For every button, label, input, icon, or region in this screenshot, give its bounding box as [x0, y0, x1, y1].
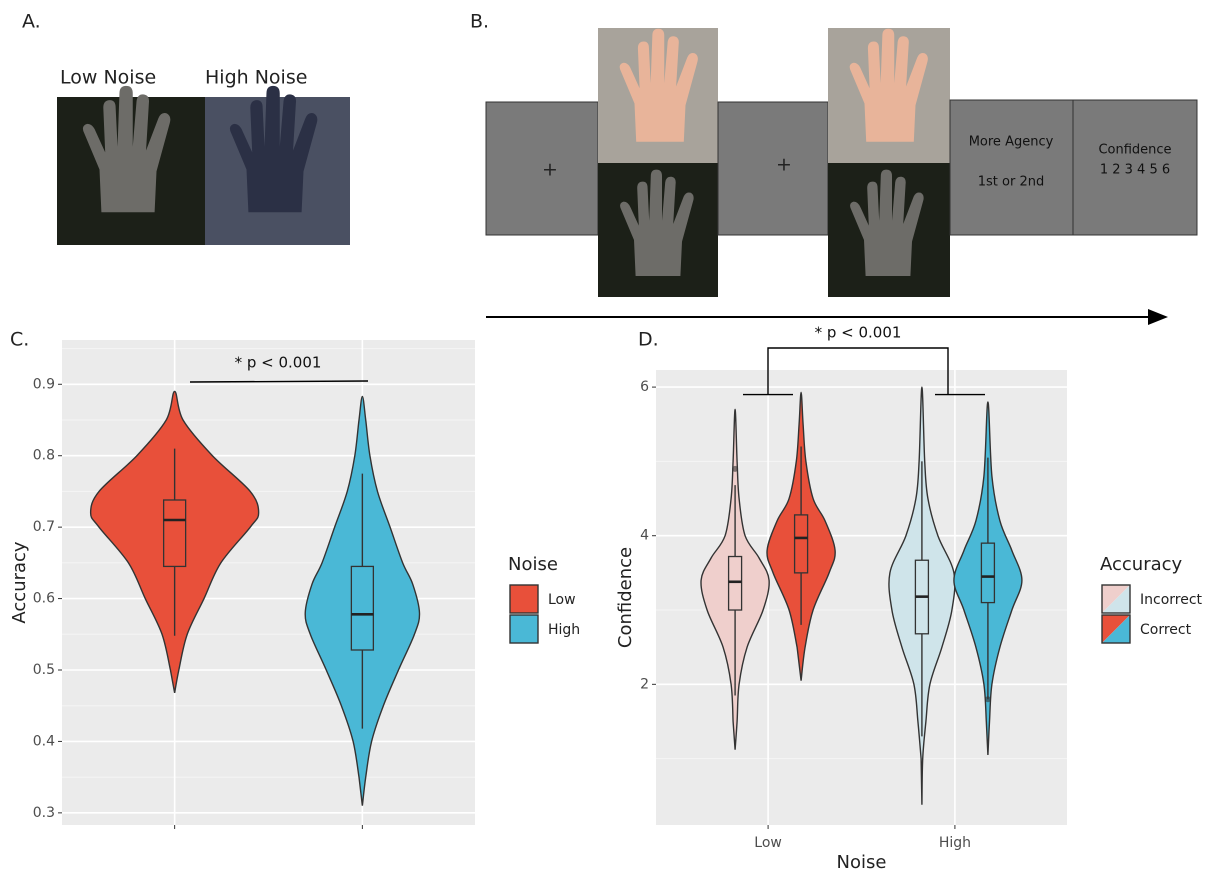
y-tick-label: 0.4 — [33, 733, 55, 749]
box — [351, 566, 373, 650]
figure: A. Low Noise High Noise B. + + More Agen… — [0, 0, 1215, 875]
arrow-head — [1148, 309, 1168, 325]
legend-label: Low — [548, 592, 576, 608]
x-tick-label: High — [939, 835, 971, 851]
box — [981, 543, 994, 602]
plot-background — [62, 340, 475, 825]
page: A. Low Noise High Noise B. + + More Agen… — [0, 0, 1215, 879]
fixation: + — [776, 154, 792, 176]
panel-label: C. — [10, 329, 29, 351]
y-tick-label: 6 — [640, 379, 649, 395]
legend-label: Incorrect — [1140, 592, 1203, 608]
image-caption: Low Noise — [60, 67, 156, 89]
box — [795, 515, 808, 573]
annotation: * p < 0.001 — [235, 354, 322, 372]
image-caption: High Noise — [205, 67, 307, 89]
fixation: + — [542, 159, 558, 181]
outlier — [985, 696, 991, 702]
confidence-title: Confidence — [1098, 143, 1171, 158]
y-tick-label: 0.8 — [33, 448, 55, 464]
box — [164, 500, 186, 566]
y-tick-label: 0.5 — [33, 662, 55, 678]
question: More Agency — [969, 135, 1054, 150]
y-tick-label: 0.3 — [33, 805, 55, 821]
y-tick-label: 0.7 — [33, 519, 55, 535]
annotation: * p < 0.001 — [815, 324, 902, 342]
y-axis-title: Accuracy — [9, 541, 30, 624]
outlier — [732, 466, 738, 472]
legend-key — [510, 585, 538, 613]
legend-label: High — [548, 622, 580, 638]
screen — [950, 100, 1073, 235]
x-tick-label: Low — [754, 835, 782, 851]
y-tick-label: 0.9 — [33, 376, 55, 392]
question: 1st or 2nd — [978, 175, 1044, 190]
panel-label: A. — [22, 11, 41, 33]
panel-label: B. — [470, 11, 489, 33]
legend-title: Noise — [508, 554, 558, 575]
legend-label: Correct — [1140, 622, 1192, 638]
y-axis-title: Confidence — [615, 547, 636, 648]
y-tick-label: 2 — [640, 676, 649, 692]
y-tick-label: 4 — [640, 528, 649, 544]
confidence-scale: 1 2 3 4 5 6 — [1100, 163, 1170, 178]
x-axis-title: Noise — [837, 852, 887, 873]
panel-label: D. — [638, 329, 659, 351]
box — [729, 557, 742, 611]
legend-title: Accuracy — [1100, 554, 1183, 575]
legend-key — [510, 615, 538, 643]
screen — [718, 102, 828, 235]
y-tick-label: 0.6 — [33, 591, 55, 607]
